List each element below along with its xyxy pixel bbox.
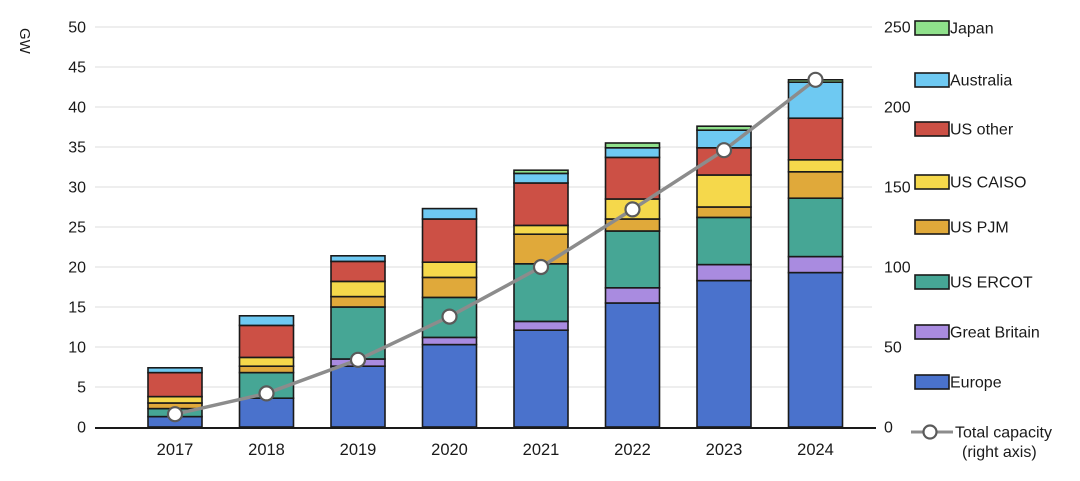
bar-segment-2020-us-pjm xyxy=(421,276,478,299)
bar-segment-2017-us-other xyxy=(147,371,203,398)
legend-swatch-great-britain xyxy=(914,324,950,340)
bar-segment-2024-us-other xyxy=(787,117,844,161)
legend-label-us-other: US other xyxy=(950,122,1014,139)
legend-label-europe: Europe xyxy=(950,375,1002,392)
bar-segment-2024-europe xyxy=(787,271,844,428)
total-capacity-line xyxy=(174,78,817,416)
bar-segment-2020-europe xyxy=(421,343,478,428)
legend-label-us-ercot: US ERCOT xyxy=(950,275,1033,292)
left-axis-tick-30: 30 xyxy=(68,180,86,197)
right-axis-tick-200: 200 xyxy=(884,100,911,117)
legend-label-australia: Australia xyxy=(950,73,1012,90)
bar-segment-2019-europe xyxy=(330,365,386,428)
right-axis-tick-0: 0 xyxy=(884,420,893,437)
legend-label-us-caiso: US CAISO xyxy=(950,175,1026,192)
left-axis-tick-0: 0 xyxy=(77,420,86,437)
left-axis-tick-25: 25 xyxy=(68,220,86,237)
x-tick-2020: 2020 xyxy=(431,441,468,459)
bar-segment-2021-australia xyxy=(513,172,569,184)
left-axis-tick-10: 10 xyxy=(68,340,86,357)
right-axis-tick-250: 250 xyxy=(884,20,911,37)
bar-segment-2023-japan xyxy=(696,125,752,131)
bar-segment-2024-great-britain xyxy=(787,255,844,274)
right-axis-tick-50: 50 xyxy=(884,340,902,357)
x-tick-2018: 2018 xyxy=(248,441,285,459)
bar-segment-2024-us-ercot xyxy=(787,197,844,258)
total-capacity-marker-2022 xyxy=(624,201,641,218)
total-capacity-marker-2019 xyxy=(349,351,367,368)
bar-segment-2019-australia xyxy=(330,255,386,263)
x-tick-2024: 2024 xyxy=(797,441,834,459)
bar-segment-2021-europe xyxy=(513,329,569,428)
total-capacity-marker-2021 xyxy=(532,258,550,276)
legend-swatch-japan xyxy=(914,20,950,36)
bar-segment-2022-us-other xyxy=(604,156,661,200)
bar-segment-2018-us-other xyxy=(238,324,295,359)
bar-segment-2023-europe xyxy=(696,279,752,428)
bar-segment-2023-us-pjm xyxy=(696,206,752,219)
left-axis-tick-5: 5 xyxy=(77,380,86,397)
bar-segment-2020-us-caiso xyxy=(421,261,478,279)
bar-segment-2019-us-pjm xyxy=(330,295,386,308)
left-axis-tick-20: 20 xyxy=(68,260,86,277)
left-axis-title: GW xyxy=(16,28,33,55)
legend-label-total-capacity-line2: (right axis) xyxy=(962,444,1037,461)
legend-swatch-europe xyxy=(914,374,950,390)
bar-segment-2019-us-other xyxy=(330,260,386,283)
bar-segment-2021-great-britain xyxy=(513,320,569,331)
left-axis-tick-15: 15 xyxy=(68,300,86,317)
total-capacity-marker-2017 xyxy=(166,406,184,423)
legend-swatch-us-caiso xyxy=(914,174,950,190)
total-capacity-marker-2023 xyxy=(715,142,733,159)
legend-label-japan: Japan xyxy=(950,21,994,38)
left-axis-tick-50: 50 xyxy=(68,20,86,37)
bar-segment-2022-europe xyxy=(604,302,661,428)
bar-segment-2023-great-britain xyxy=(696,263,752,282)
bar-segment-2022-australia xyxy=(604,147,661,159)
bar-segment-2021-japan xyxy=(513,169,569,175)
legend-label-total-capacity: Total capacity xyxy=(955,425,1052,442)
legend-label-us-pjm: US PJM xyxy=(950,220,1009,237)
legend-swatch-us-other xyxy=(914,121,950,137)
bar-segment-2018-us-pjm xyxy=(238,365,295,374)
left-axis-tick-45: 45 xyxy=(68,60,86,77)
bar-segment-2017-australia xyxy=(147,366,203,374)
x-tick-2023: 2023 xyxy=(706,441,743,459)
legend-label-great-britain: Great Britain xyxy=(950,325,1040,342)
x-tick-2022: 2022 xyxy=(614,441,651,459)
bar-segment-2021-us-caiso xyxy=(513,224,569,235)
legend-marker-total-capacity xyxy=(922,424,938,440)
bar-segment-2024-us-caiso xyxy=(787,159,844,173)
bar-segment-2017-us-caiso xyxy=(147,395,203,404)
bar-segment-2023-us-caiso xyxy=(696,174,752,208)
left-axis-tick-35: 35 xyxy=(68,140,86,157)
bar-segment-2022-japan xyxy=(604,142,661,149)
bar-segment-2022-us-ercot xyxy=(604,230,661,289)
legend-swatch-us-pjm xyxy=(914,219,950,235)
right-axis-tick-150: 150 xyxy=(884,180,911,197)
bar-segment-2018-europe xyxy=(238,397,295,428)
total-capacity-marker-2020 xyxy=(441,308,458,325)
x-tick-2017: 2017 xyxy=(157,441,194,459)
bar-segment-2018-australia xyxy=(238,314,295,327)
bar-segment-2023-us-ercot xyxy=(696,216,752,266)
legend-swatch-us-ercot xyxy=(914,274,950,290)
legend-swatch-australia xyxy=(914,72,950,88)
left-axis-tick-40: 40 xyxy=(68,100,86,117)
x-tick-2019: 2019 xyxy=(340,441,377,459)
total-capacity-marker-2018 xyxy=(258,385,275,402)
total-capacity-marker-2024 xyxy=(807,71,824,88)
bar-segment-2020-australia xyxy=(421,207,478,220)
right-axis-tick-100: 100 xyxy=(884,260,911,277)
bar-segment-2019-us-caiso xyxy=(330,280,386,298)
bar-segment-2022-great-britain xyxy=(604,286,661,304)
bar-segment-2020-great-britain xyxy=(421,336,478,346)
bar-segment-2024-us-pjm xyxy=(787,171,844,200)
bar-segment-2021-us-other xyxy=(513,182,569,227)
x-tick-2021: 2021 xyxy=(523,441,560,459)
bar-segment-2020-us-other xyxy=(421,218,478,264)
bar-segment-2018-us-caiso xyxy=(238,356,295,367)
